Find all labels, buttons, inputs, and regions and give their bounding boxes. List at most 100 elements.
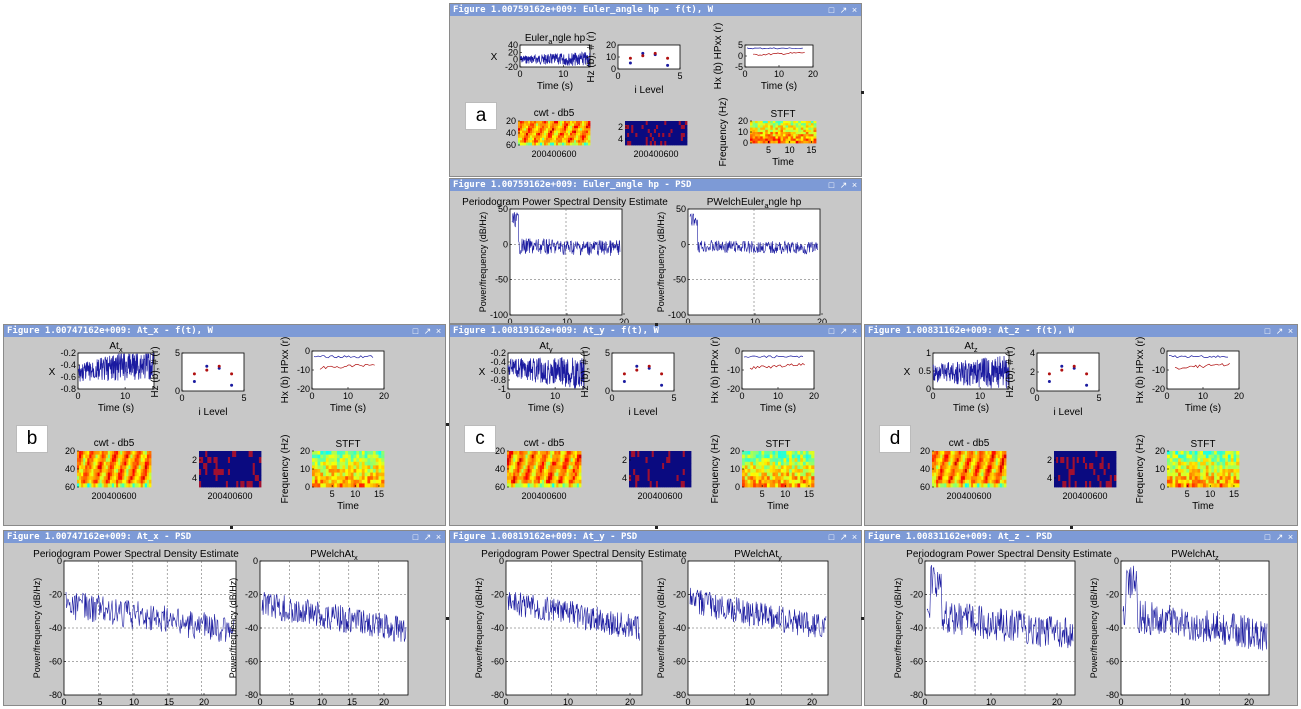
- close-button[interactable]: ×: [1287, 326, 1294, 336]
- figure-window-a-ft[interactable]: Figure 1.00759162e+009: Euler_angle hp -…: [449, 3, 862, 177]
- window-title: Figure 1.00819162e+009: At_y - f(t), W: [453, 326, 659, 336]
- edge-marker: [230, 526, 233, 529]
- dock-button[interactable]: □: [412, 532, 419, 542]
- hpxx-line: [1174, 363, 1230, 370]
- window-title: Figure 1.00831162e+009: At_z - f(t), W: [868, 326, 1074, 336]
- y-tick-label: -20: [1152, 384, 1165, 394]
- cwt-heatmap: [932, 451, 1007, 488]
- undock-button[interactable]: ↗: [839, 532, 848, 542]
- psd-line: [1122, 565, 1268, 651]
- close-button[interactable]: ×: [1287, 532, 1294, 542]
- undock-button[interactable]: ↗: [423, 326, 432, 336]
- x-tick-label: 10: [120, 391, 130, 401]
- y-tick-label: 40: [920, 464, 930, 474]
- level-point: [192, 372, 196, 376]
- dock-button[interactable]: □: [828, 5, 835, 15]
- x-axis-label: Time (s): [330, 403, 366, 414]
- y-axis-label: Frequency (Hz): [710, 435, 721, 504]
- level-axes: [1036, 352, 1100, 392]
- figure-window-a-psd[interactable]: Figure 1.00759162e+009: Euler_angle hp -…: [449, 178, 862, 324]
- time-series-line: [77, 353, 154, 382]
- figure-window-c-psd[interactable]: Figure 1.00819162e+009: At_y - PSD □ ↗ ×…: [449, 530, 862, 706]
- window-titlebar[interactable]: Figure 1.00747162e+009: At_x - PSD □ ↗ ×: [4, 531, 445, 543]
- y-tick-label: 20: [738, 116, 748, 126]
- figure-canvas: Periodogram Power Spectral Density Estim…: [462, 197, 827, 323]
- x-tick-label: 20: [808, 69, 818, 79]
- y-tick-label: -20: [245, 590, 258, 600]
- y-tick-label: 10: [300, 464, 310, 474]
- figure-window-b-ft[interactable]: Figure 1.00747162e+009: At_x - f(t), W □…: [3, 324, 446, 526]
- y-tick-label: -20: [1106, 590, 1119, 600]
- y-axis-label: X: [904, 367, 911, 378]
- x-tick-label: 10: [745, 697, 755, 705]
- x-tick-label: 10: [986, 697, 996, 705]
- y-axis-label: Power/frequency (dB/Hz): [656, 578, 666, 679]
- panel-label-badge: b: [16, 425, 48, 453]
- y-tick-label: 60: [495, 482, 505, 492]
- window-titlebar[interactable]: Figure 1.00759162e+009: Euler_angle hp -…: [450, 4, 861, 16]
- x-axis-label: Time (s): [98, 403, 134, 414]
- close-button[interactable]: ×: [851, 326, 858, 336]
- window-titlebar[interactable]: Figure 1.00759162e+009: Euler_angle hp -…: [450, 179, 861, 191]
- y-tick-label: -5: [735, 62, 743, 72]
- level-point: [666, 63, 670, 67]
- window-titlebar[interactable]: Figure 1.00819162e+009: At_y - f(t), W □…: [450, 325, 861, 337]
- dock-button[interactable]: □: [828, 326, 835, 336]
- x-axis-label: Time (s): [761, 81, 797, 92]
- plot-title: cwt - db5: [524, 438, 565, 449]
- x-tick-label: 20: [807, 697, 817, 705]
- plot-title: Periodogram Power Spectral Density Estim…: [462, 197, 668, 208]
- y-tick-label: 20: [65, 446, 75, 456]
- close-button[interactable]: ×: [851, 180, 858, 190]
- psd-line: [507, 592, 641, 641]
- undock-button[interactable]: ↗: [1275, 532, 1284, 542]
- y-tick-label: -80: [491, 690, 504, 700]
- dock-button[interactable]: □: [1264, 532, 1271, 542]
- window-titlebar[interactable]: Figure 1.00831162e+009: At_z - PSD □ ↗ ×: [865, 531, 1297, 543]
- x-tick-label: 10: [773, 391, 783, 401]
- y-tick-label: 0: [1114, 556, 1119, 566]
- dock-button[interactable]: □: [1264, 326, 1271, 336]
- figure-content: Atz 1 0.5 0 0 10 X Time (s) 4 2 0 0 5 Hz (b), # (r) i …: [865, 337, 1297, 525]
- x-axis-label: Time (s): [1185, 403, 1221, 414]
- window-titlebar[interactable]: Figure 1.00747162e+009: At_x - f(t), W □…: [4, 325, 445, 337]
- stft-heatmap: [750, 121, 817, 144]
- window-titlebar[interactable]: Figure 1.00831162e+009: At_z - f(t), W □…: [865, 325, 1297, 337]
- undock-button[interactable]: ↗: [839, 5, 848, 15]
- y-tick-label: 0: [503, 239, 508, 249]
- y-tick-label: -20: [49, 590, 62, 600]
- y-tick-label: 0: [738, 51, 743, 61]
- time-series-line: [519, 51, 591, 67]
- close-button[interactable]: ×: [435, 532, 442, 542]
- figure-window-d-psd[interactable]: Figure 1.00831162e+009: At_z - PSD □ ↗ ×…: [864, 530, 1298, 706]
- x-tick-label: 0: [517, 69, 522, 79]
- close-button[interactable]: ×: [435, 326, 442, 336]
- y-tick-label: 0: [1030, 386, 1035, 396]
- x-tick-label: 200400600: [637, 491, 682, 501]
- y-tick-label: -100: [668, 310, 686, 320]
- x-axis-label: i Level: [635, 85, 664, 96]
- window-titlebar[interactable]: Figure 1.00819162e+009: At_y - PSD □ ↗ ×: [450, 531, 861, 543]
- figure-window-d-ft[interactable]: Figure 1.00831162e+009: At_z - f(t), W □…: [864, 324, 1298, 526]
- figure-window-b-psd[interactable]: Figure 1.00747162e+009: At_x - PSD □ ↗ ×…: [3, 530, 446, 706]
- window-title: Figure 1.00759162e+009: Euler_angle hp -…: [453, 180, 692, 190]
- psd-line: [65, 591, 235, 642]
- x-tick-label: 20: [379, 697, 389, 705]
- dock-button[interactable]: □: [828, 532, 835, 542]
- y-tick-label: 0: [305, 346, 310, 356]
- x-tick-label: 10: [558, 69, 568, 79]
- x-tick-label: 10: [750, 317, 760, 323]
- panel-label-badge: a: [465, 102, 497, 130]
- undock-button[interactable]: ↗: [1275, 326, 1284, 336]
- dock-button[interactable]: □: [828, 180, 835, 190]
- undock-button[interactable]: ↗: [839, 180, 848, 190]
- y-tick-label: -20: [673, 590, 686, 600]
- close-button[interactable]: ×: [851, 532, 858, 542]
- figure-window-c-ft[interactable]: Figure 1.00819162e+009: At_y - f(t), W □…: [449, 324, 862, 526]
- y-tick-label: -20: [491, 590, 504, 600]
- undock-button[interactable]: ↗: [423, 532, 432, 542]
- close-button[interactable]: ×: [851, 5, 858, 15]
- dock-button[interactable]: □: [412, 326, 419, 336]
- undock-button[interactable]: ↗: [839, 326, 848, 336]
